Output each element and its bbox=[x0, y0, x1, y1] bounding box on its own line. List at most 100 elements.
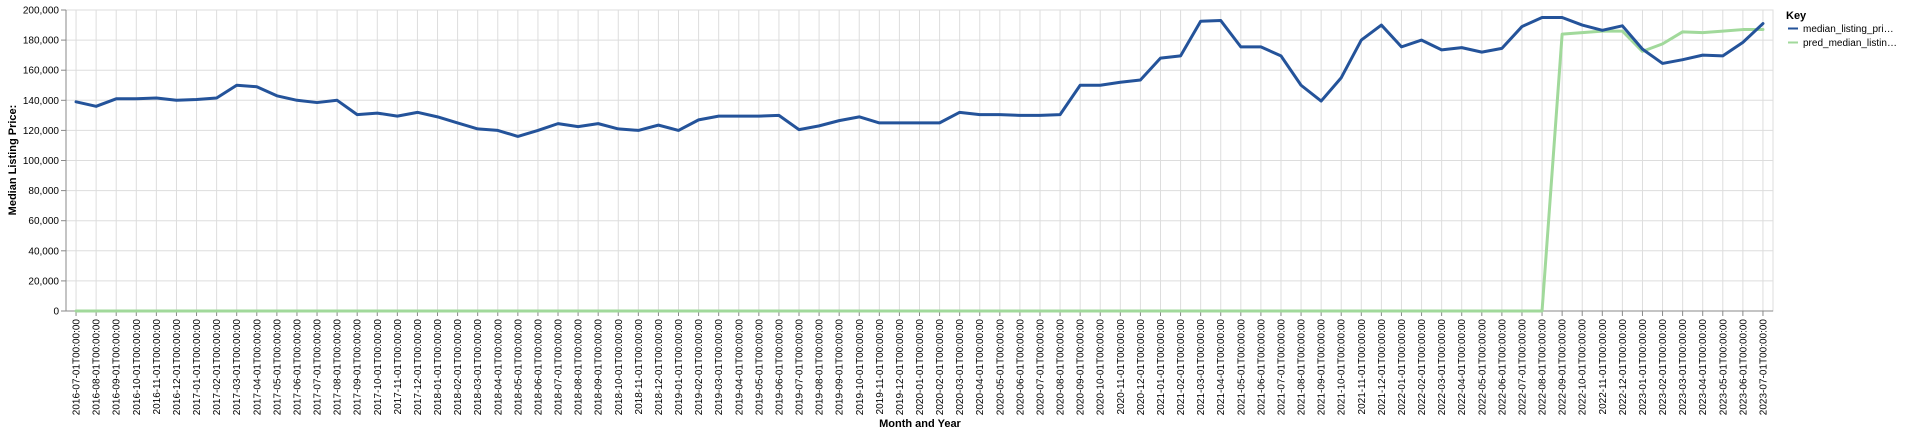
y-tick-label: 140,000 bbox=[23, 96, 60, 107]
y-tick-label: 80,000 bbox=[28, 186, 59, 197]
x-tick-label: 2019-01-01T00:00:00 bbox=[674, 319, 685, 416]
y-tick-label: 200,000 bbox=[23, 6, 60, 17]
x-tick-label: 2021-09-01T00:00:00 bbox=[1317, 319, 1328, 416]
x-tick-label: 2022-04-01T00:00:00 bbox=[1457, 319, 1468, 416]
x-tick-label: 2018-10-01T00:00:00 bbox=[614, 319, 625, 416]
x-tick-label: 2022-06-01T00:00:00 bbox=[1497, 319, 1508, 416]
x-tick-label: 2021-06-01T00:00:00 bbox=[1256, 319, 1267, 416]
x-tick-label: 2017-06-01T00:00:00 bbox=[292, 319, 303, 416]
y-tick-label: 20,000 bbox=[28, 276, 59, 287]
x-tick-label: 2019-09-01T00:00:00 bbox=[835, 319, 846, 416]
x-tick-label: 2019-04-01T00:00:00 bbox=[734, 319, 745, 416]
x-tick-label: 2016-09-01T00:00:00 bbox=[112, 319, 123, 416]
x-tick-label: 2022-10-01T00:00:00 bbox=[1578, 319, 1589, 416]
x-tick-label: 2021-12-01T00:00:00 bbox=[1377, 319, 1388, 416]
x-tick-label: 2017-09-01T00:00:00 bbox=[353, 319, 364, 416]
x-tick-label: 2020-02-01T00:00:00 bbox=[935, 319, 946, 416]
x-tick-label: 2022-09-01T00:00:00 bbox=[1558, 319, 1569, 416]
x-tick-label: 2022-03-01T00:00:00 bbox=[1437, 319, 1448, 416]
x-tick-label: 2018-05-01T00:00:00 bbox=[513, 319, 524, 416]
x-tick-label: 2022-01-01T00:00:00 bbox=[1397, 319, 1408, 416]
x-tick-label: 2017-12-01T00:00:00 bbox=[413, 319, 424, 416]
x-tick-label: 2017-03-01T00:00:00 bbox=[232, 319, 243, 416]
x-tick-label: 2019-12-01T00:00:00 bbox=[895, 319, 906, 416]
x-tick-label: 2021-10-01T00:00:00 bbox=[1337, 319, 1348, 416]
x-tick-label: 2016-07-01T00:00:00 bbox=[72, 319, 83, 416]
x-tick-label: 2017-05-01T00:00:00 bbox=[272, 319, 283, 416]
x-tick-label: 2022-12-01T00:00:00 bbox=[1618, 319, 1629, 416]
x-tick-label: 2020-01-01T00:00:00 bbox=[915, 319, 926, 416]
y-tick-label: 180,000 bbox=[23, 36, 60, 47]
series-lines bbox=[74, 16, 1765, 313]
x-tick-label: 2020-04-01T00:00:00 bbox=[975, 319, 986, 416]
x-tick-label: 2021-04-01T00:00:00 bbox=[1216, 319, 1227, 416]
x-tick-label: 2022-05-01T00:00:00 bbox=[1477, 319, 1488, 416]
x-tick-label: 2019-11-01T00:00:00 bbox=[875, 319, 886, 415]
x-tick-label: 2020-06-01T00:00:00 bbox=[1015, 319, 1026, 416]
y-tick-label: 0 bbox=[53, 307, 59, 318]
x-tick-label: 2020-12-01T00:00:00 bbox=[1136, 319, 1147, 416]
x-tick-label: 2019-07-01T00:00:00 bbox=[795, 319, 806, 416]
x-tick-label: 2019-03-01T00:00:00 bbox=[714, 319, 725, 416]
x-tick-label: 2018-06-01T00:00:00 bbox=[533, 319, 544, 416]
x-tick-label: 2017-01-01T00:00:00 bbox=[192, 319, 203, 416]
x-tick-label: 2016-08-01T00:00:00 bbox=[92, 319, 103, 416]
x-tick-label: 2017-08-01T00:00:00 bbox=[333, 319, 344, 416]
x-tick-label: 2020-11-01T00:00:00 bbox=[1116, 319, 1127, 415]
x-tick-label: 2020-09-01T00:00:00 bbox=[1076, 319, 1087, 416]
gridlines bbox=[65, 9, 1774, 312]
y-tick-label: 120,000 bbox=[23, 126, 60, 137]
x-tick-label: 2018-03-01T00:00:00 bbox=[473, 319, 484, 416]
x-tick-label: 2018-07-01T00:00:00 bbox=[554, 319, 565, 416]
x-axis: 2016-07-01T00:00:00 2016-08-01T00:00:00 20… bbox=[66, 310, 1773, 416]
legend: Key median_listing_pri… pred_median_listi… bbox=[1786, 10, 1897, 49]
legend-label: median_listing_pri… bbox=[1803, 24, 1894, 35]
y-axis: 0 20,000 40,000 60,000 80,000 100,000 120,000 1… bbox=[23, 6, 67, 318]
x-tick-label: 2018-08-01T00:00:00 bbox=[574, 319, 585, 416]
x-tick-label: 2021-03-01T00:00:00 bbox=[1196, 319, 1207, 416]
x-tick-label: 2017-02-01T00:00:00 bbox=[212, 319, 223, 416]
x-tick-label: 2017-10-01T00:00:00 bbox=[373, 319, 384, 416]
x-tick-label: 2017-11-01T00:00:00 bbox=[393, 319, 404, 415]
x-axis-title: Month and Year bbox=[879, 418, 961, 430]
x-tick-label: 2016-12-01T00:00:00 bbox=[172, 319, 183, 416]
x-tick-label: 2019-06-01T00:00:00 bbox=[774, 319, 785, 416]
x-tick-label: 2020-07-01T00:00:00 bbox=[1035, 319, 1046, 416]
x-tick-label: 2023-01-01T00:00:00 bbox=[1638, 319, 1649, 416]
legend-label: pred_median_listin… bbox=[1803, 38, 1897, 49]
x-tick-label: 2022-02-01T00:00:00 bbox=[1417, 319, 1428, 416]
x-tick-label: 2019-10-01T00:00:00 bbox=[855, 319, 866, 416]
x-tick-label: 2020-08-01T00:00:00 bbox=[1056, 319, 1067, 416]
x-tick-label: 2021-07-01T00:00:00 bbox=[1276, 319, 1287, 416]
series-line-1 bbox=[74, 28, 1765, 313]
x-tick-label: 2019-05-01T00:00:00 bbox=[754, 319, 765, 416]
legend-items: median_listing_pri… pred_median_listin… bbox=[1788, 24, 1897, 49]
x-tick-label: 2018-09-01T00:00:00 bbox=[594, 319, 605, 416]
x-tick-label: 2020-05-01T00:00:00 bbox=[995, 319, 1006, 416]
x-tick-label: 2023-07-01T00:00:00 bbox=[1758, 319, 1769, 416]
x-tick-label: 2020-10-01T00:00:00 bbox=[1096, 319, 1107, 416]
y-tick-label: 160,000 bbox=[23, 66, 60, 77]
x-tick-label: 2022-07-01T00:00:00 bbox=[1517, 319, 1528, 416]
x-tick-label: 2021-01-01T00:00:00 bbox=[1156, 319, 1167, 416]
x-tick-label: 2021-08-01T00:00:00 bbox=[1297, 319, 1308, 416]
x-tick-label: 2023-04-01T00:00:00 bbox=[1698, 319, 1709, 416]
x-tick-label: 2022-08-01T00:00:00 bbox=[1538, 319, 1549, 416]
x-tick-label: 2018-02-01T00:00:00 bbox=[453, 319, 464, 416]
legend-title: Key bbox=[1786, 10, 1807, 22]
series-line-0 bbox=[74, 16, 1765, 138]
x-tick-label: 2017-04-01T00:00:00 bbox=[252, 319, 263, 416]
x-tick-label: 2020-03-01T00:00:00 bbox=[955, 319, 966, 416]
x-tick-label: 2021-02-01T00:00:00 bbox=[1176, 319, 1187, 416]
x-tick-label: 2016-10-01T00:00:00 bbox=[132, 319, 143, 416]
x-tick-label: 2016-11-01T00:00:00 bbox=[152, 319, 163, 415]
x-tick-label: 2023-05-01T00:00:00 bbox=[1718, 319, 1729, 416]
x-tick-label: 2017-07-01T00:00:00 bbox=[313, 319, 324, 416]
y-tick-label: 60,000 bbox=[28, 216, 59, 227]
x-tick-label: 2023-03-01T00:00:00 bbox=[1678, 319, 1689, 416]
y-tick-label: 100,000 bbox=[23, 156, 60, 167]
x-tick-label: 2018-01-01T00:00:00 bbox=[433, 319, 444, 416]
x-tick-label: 2023-02-01T00:00:00 bbox=[1658, 319, 1669, 416]
x-tick-label: 2022-11-01T00:00:00 bbox=[1598, 319, 1609, 415]
x-tick-label: 2021-11-01T00:00:00 bbox=[1357, 319, 1368, 415]
